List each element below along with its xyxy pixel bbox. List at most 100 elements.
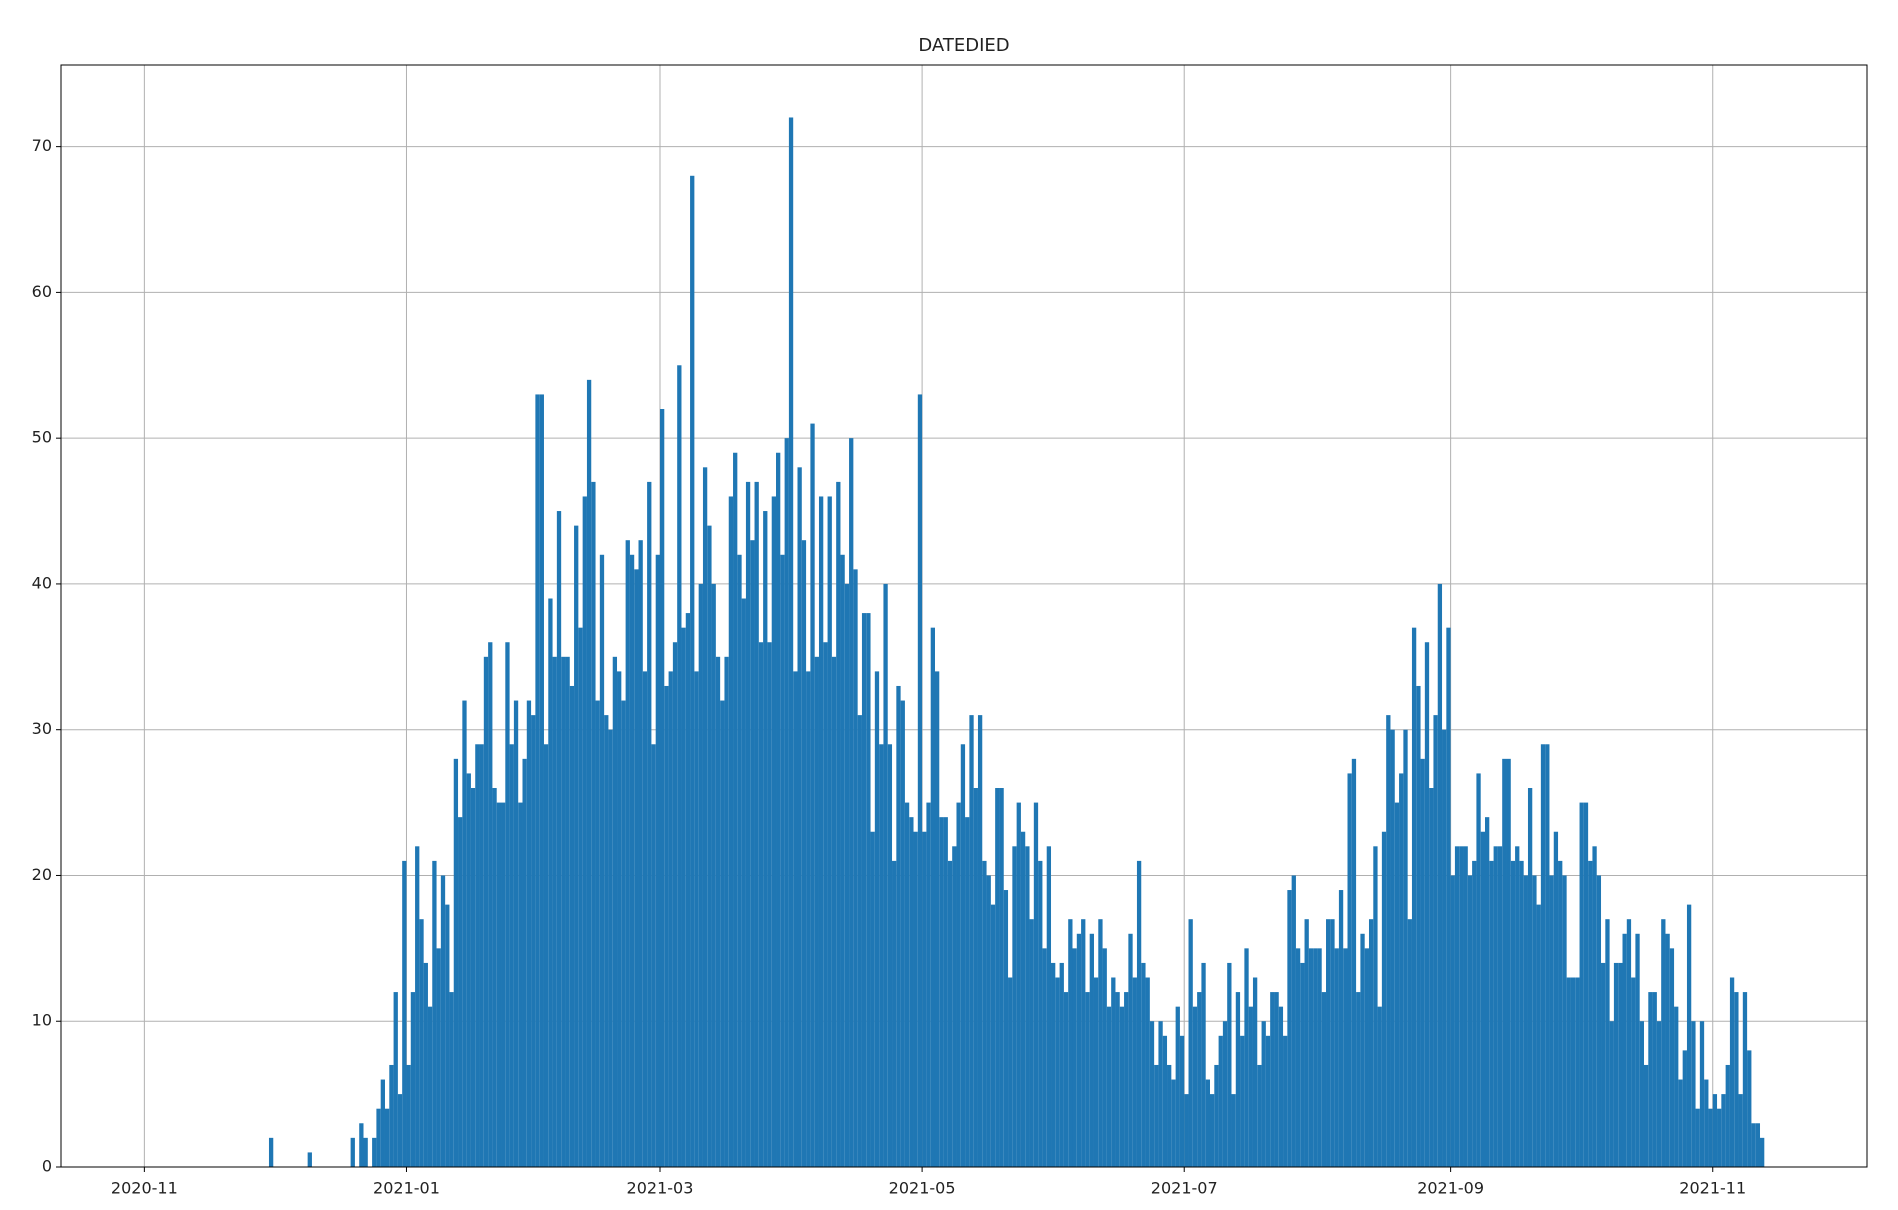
bar bbox=[1583, 802, 1589, 1167]
bar bbox=[1476, 773, 1481, 1167]
bar bbox=[397, 1094, 403, 1167]
bar bbox=[539, 394, 544, 1168]
bar bbox=[1485, 817, 1490, 1167]
bar bbox=[1042, 948, 1047, 1167]
bar bbox=[1252, 977, 1258, 1167]
x-tick-label: 2021-03 bbox=[627, 1179, 694, 1198]
bar bbox=[1480, 831, 1486, 1167]
bar bbox=[612, 656, 618, 1167]
bar bbox=[1115, 992, 1120, 1167]
bar bbox=[492, 788, 497, 1167]
bar bbox=[1231, 1094, 1236, 1167]
bar bbox=[1051, 962, 1056, 1167]
bar bbox=[1742, 992, 1748, 1167]
bar bbox=[849, 438, 854, 1167]
bar bbox=[879, 744, 884, 1167]
bar bbox=[1734, 992, 1739, 1167]
bar bbox=[1497, 846, 1503, 1167]
bar bbox=[1124, 992, 1129, 1167]
bar bbox=[827, 496, 832, 1167]
bar bbox=[784, 438, 789, 1167]
bar bbox=[1300, 962, 1305, 1167]
bar bbox=[1399, 773, 1404, 1167]
bar bbox=[531, 715, 536, 1167]
bar bbox=[840, 554, 845, 1167]
bar bbox=[1609, 1021, 1614, 1167]
bar bbox=[432, 860, 437, 1167]
bar bbox=[1029, 919, 1034, 1167]
bar bbox=[389, 1064, 394, 1167]
bar bbox=[1235, 992, 1241, 1167]
bar bbox=[1240, 1035, 1245, 1167]
y-tick-label: 40 bbox=[32, 573, 52, 592]
bar bbox=[1545, 744, 1550, 1167]
bar bbox=[1171, 1079, 1176, 1167]
bar bbox=[1012, 846, 1017, 1167]
bar bbox=[488, 642, 493, 1167]
bar bbox=[1227, 962, 1232, 1167]
bar bbox=[1661, 919, 1666, 1167]
bar bbox=[797, 467, 802, 1167]
bar bbox=[1201, 962, 1206, 1167]
bar bbox=[1631, 977, 1636, 1167]
bar bbox=[1635, 933, 1640, 1167]
bar bbox=[763, 511, 768, 1167]
bar bbox=[449, 992, 454, 1167]
bar bbox=[1209, 1094, 1215, 1167]
bar bbox=[1407, 919, 1412, 1167]
bar bbox=[1295, 948, 1301, 1167]
bar bbox=[883, 583, 888, 1167]
bar bbox=[372, 1137, 377, 1167]
bar bbox=[1601, 962, 1606, 1167]
bar bbox=[483, 656, 489, 1167]
bar bbox=[535, 394, 540, 1168]
bar bbox=[1347, 773, 1352, 1167]
bar bbox=[496, 802, 502, 1167]
bar bbox=[462, 700, 467, 1167]
bar bbox=[363, 1137, 368, 1167]
bar bbox=[1721, 1094, 1726, 1167]
bar bbox=[694, 671, 699, 1167]
bar bbox=[939, 817, 944, 1167]
bar bbox=[973, 788, 978, 1167]
bar bbox=[1368, 919, 1374, 1167]
bar bbox=[1643, 1064, 1649, 1167]
bar bbox=[741, 598, 746, 1167]
bar bbox=[617, 671, 622, 1167]
bar bbox=[359, 1123, 364, 1167]
bar bbox=[384, 1108, 390, 1167]
bar bbox=[509, 744, 514, 1167]
bar bbox=[1536, 904, 1541, 1167]
bar bbox=[582, 496, 587, 1167]
bar bbox=[982, 860, 987, 1167]
bar bbox=[1377, 1006, 1382, 1167]
bar bbox=[1111, 977, 1116, 1167]
bar bbox=[1729, 977, 1735, 1167]
bar bbox=[801, 540, 807, 1167]
bar bbox=[720, 700, 725, 1167]
bar bbox=[1558, 860, 1563, 1167]
bar bbox=[952, 846, 957, 1167]
bar bbox=[926, 802, 931, 1167]
bar bbox=[1261, 1021, 1266, 1167]
bar bbox=[1270, 992, 1275, 1167]
bar bbox=[664, 685, 669, 1167]
bar bbox=[969, 715, 974, 1167]
bar bbox=[690, 175, 695, 1167]
bar bbox=[1364, 948, 1369, 1167]
bar bbox=[501, 802, 506, 1167]
bar bbox=[479, 744, 484, 1167]
bar bbox=[1506, 758, 1511, 1167]
bar bbox=[1532, 875, 1537, 1167]
bar bbox=[307, 1152, 312, 1167]
bar bbox=[548, 598, 553, 1167]
bar bbox=[698, 583, 703, 1167]
bar bbox=[655, 554, 660, 1167]
bar bbox=[1592, 846, 1597, 1167]
bar bbox=[453, 758, 459, 1167]
bar bbox=[1257, 1064, 1262, 1167]
bar bbox=[1248, 1006, 1253, 1167]
bar bbox=[1656, 1021, 1662, 1167]
bar bbox=[1098, 919, 1103, 1167]
bar bbox=[1695, 1108, 1700, 1167]
